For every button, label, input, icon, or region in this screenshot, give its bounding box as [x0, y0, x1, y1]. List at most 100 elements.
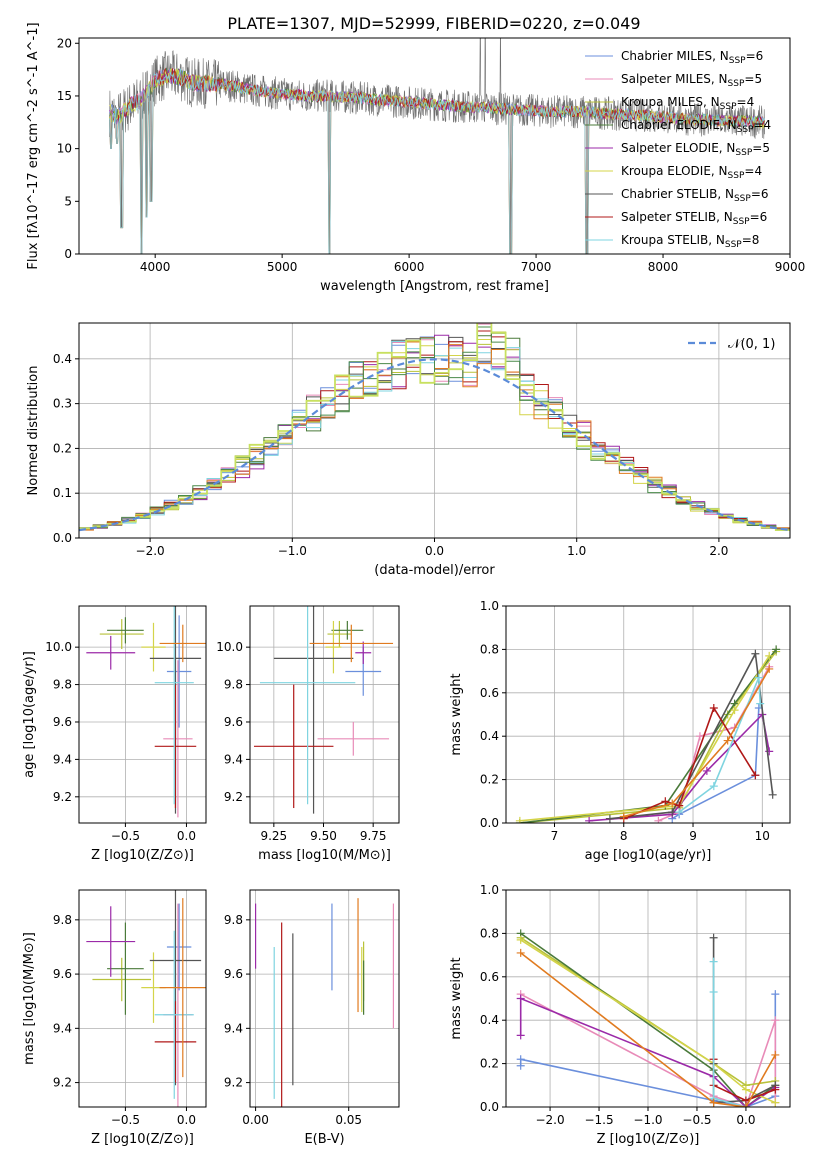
plot-area	[253, 606, 394, 814]
axes-frame	[505, 605, 791, 824]
legend: 𝒩(0, 1)	[688, 337, 775, 352]
series-marker	[605, 814, 614, 823]
data-point-3	[107, 617, 144, 644]
plot-background	[79, 606, 206, 823]
series-marker	[768, 790, 777, 799]
x-axis-label: wavelength [Angstrom, rest frame]	[320, 279, 549, 294]
data-point-8	[154, 606, 194, 805]
x-tick-label: 0.0	[425, 544, 444, 558]
y-tick-label: 5	[64, 194, 72, 208]
legend-label-subscript: SSP	[729, 56, 746, 66]
series-marker	[741, 1103, 750, 1107]
series-marker	[709, 987, 718, 996]
legend-label-text: Salpeter ELODIE, N	[621, 141, 735, 155]
plot-area	[86, 606, 206, 818]
y-tick-label: 0.0	[480, 1100, 499, 1114]
figure-title: PLATE=1307, MJD=52999, FIBERID=0220, z=0…	[227, 14, 640, 33]
legend-label: Chabrier STELIB, NSSP=6	[621, 187, 769, 204]
legend-label-text: Kroupa STELIB, N	[621, 233, 725, 247]
series-marker	[709, 1098, 718, 1107]
series-line-9	[520, 952, 776, 1107]
y-tick-label: 1.0	[480, 883, 499, 897]
y-tick-label: 0.8	[480, 642, 499, 656]
x-tick-label: 4000	[140, 260, 171, 274]
legend-label-subscript: SSP	[725, 240, 742, 250]
x-axis-label: Z [log10(Z/Z⊙)]	[91, 1132, 194, 1147]
legend-label-subscript: SSP	[728, 79, 745, 89]
data-point-7	[253, 684, 334, 809]
legend-label: Chabrier ELODIE, NSSP=4	[621, 118, 771, 135]
series-marker	[709, 782, 718, 791]
spectrum-panel: 4000 5000 6000 7000 8000 9000 0 5 10 15 20 waveleng…	[26, 22, 805, 294]
x-tick-label: −2.0	[136, 544, 165, 558]
series-marker	[771, 1085, 780, 1094]
series-marker	[771, 1098, 780, 1107]
x-tick-label: 9000	[775, 260, 806, 274]
y-tick-label: 9.8	[53, 678, 72, 692]
legend-label: Salpeter ELODIE, NSSP=5	[621, 141, 770, 158]
series-marker	[756, 699, 765, 708]
x-tick-label: −0.5	[111, 1113, 140, 1127]
x-tick-label: 0.0	[177, 1113, 196, 1127]
y-tick-label: 9.4	[224, 752, 243, 766]
data-point-9	[159, 898, 206, 1078]
data-point-9	[309, 624, 394, 663]
x-axis-label: (data-model)/error	[374, 563, 495, 578]
y-tick-label: 0.4	[480, 729, 499, 743]
series-marker	[675, 808, 684, 817]
legend-label-suffix: =4	[744, 164, 762, 178]
y-tick-label: 0.6	[480, 686, 499, 700]
series-marker	[516, 1031, 525, 1040]
y-tick-label: 0.0	[480, 816, 499, 830]
legend-label: Salpeter MILES, NSSP=5	[621, 72, 762, 89]
series-marker	[709, 933, 718, 942]
data-point-0	[166, 615, 192, 728]
data-point-4	[86, 635, 136, 670]
series-marker	[709, 703, 718, 712]
x-tick-label: 9.50	[310, 829, 337, 843]
y-tick-label: 9.6	[224, 967, 243, 981]
data-point-6	[273, 606, 354, 814]
series-marker	[765, 651, 774, 660]
legend-label-subscript: SSP	[734, 194, 751, 204]
x-tick-label: 9.75	[360, 829, 387, 843]
x-tick-label: 0.0	[177, 829, 196, 843]
legend-label: Kroupa MILES, NSSP=4	[621, 95, 754, 112]
y-tick-label: 0.6	[480, 970, 499, 984]
series-marker	[516, 1055, 525, 1064]
legend-label-suffix: =4	[753, 118, 771, 132]
plot-background	[79, 890, 206, 1107]
y-axis-label: Flux [fλ10^-17 erg cm^-2 s^-1 A^-1]	[26, 22, 41, 269]
axes-frame	[249, 889, 400, 1108]
x-tick-label: 8000	[648, 260, 679, 274]
axes-frame	[78, 37, 791, 255]
x-tick-label: 8	[620, 829, 628, 843]
y-tick-label: 0.2	[480, 1057, 499, 1071]
series-line-9	[623, 668, 770, 818]
legend-label-subscript: SSP	[733, 217, 750, 227]
series-line-6	[609, 651, 774, 820]
y-tick-label: 0.4	[53, 352, 72, 366]
series-marker	[765, 664, 774, 673]
series-marker	[668, 799, 677, 808]
data-point-2	[99, 619, 144, 650]
legend-label-suffix: =4	[737, 95, 755, 109]
mass-weight-vs-age-panel: 7 8 9 10 0.0 0.2 0.4 0.6 0.8 1.0 age [log10(age/yr…	[449, 599, 791, 863]
data-point-3	[107, 922, 144, 1015]
data-point-1	[163, 660, 193, 818]
age-vs-mass-panel: 9.25 9.50 9.75 9.2 9.4 9.6 9.8 10.0 mass [log10(…	[216, 605, 400, 863]
series-marker	[751, 771, 760, 780]
series-marker	[668, 808, 677, 817]
legend-label-text: Salpeter MILES, N	[621, 72, 728, 86]
legend-label-text: Salpeter STELIB, N	[621, 210, 733, 224]
series-marker	[516, 994, 525, 1003]
legend-label: Kroupa ELODIE, NSSP=4	[621, 164, 762, 181]
y-tick-label: 9.6	[53, 715, 72, 729]
x-tick-label: −2.0	[535, 1113, 564, 1127]
plot-area	[254, 898, 395, 1107]
legend-label: 𝒩(0, 1)	[728, 337, 775, 352]
data-point-8	[154, 930, 194, 1099]
data-point-3	[331, 620, 364, 640]
data-point-4	[355, 641, 372, 664]
age-vs-metallicity-panel: −0.5 0.0 9.2 9.4 9.6 9.8 10.0 Z [log10(Z/Z⊙)] ag…	[22, 605, 207, 863]
